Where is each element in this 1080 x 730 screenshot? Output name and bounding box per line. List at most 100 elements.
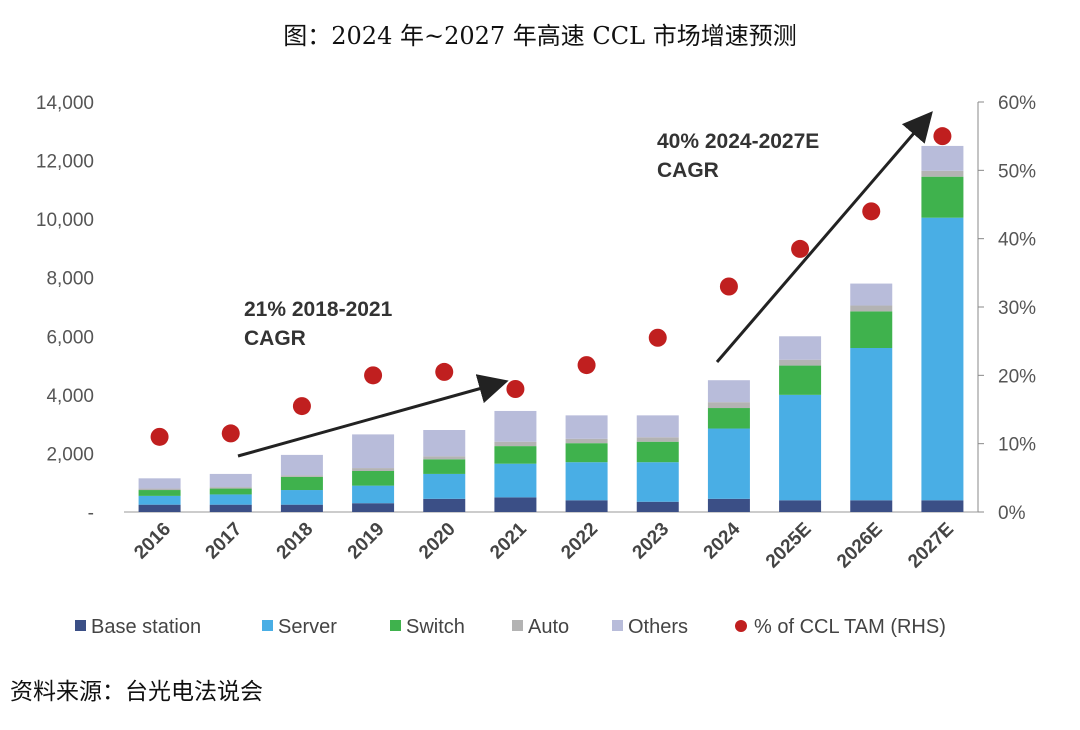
bar-segment-others <box>352 434 395 469</box>
x-axis-tick-label: 2018 <box>273 519 318 564</box>
bar-segment-server <box>707 428 750 499</box>
bar-segment-others <box>850 283 893 306</box>
bar-segment-others <box>494 410 537 442</box>
bar-segment-server <box>921 217 964 501</box>
bar-segment-auto <box>636 437 679 442</box>
bar-segment-switch <box>565 443 608 463</box>
bar-segment-others <box>280 454 323 476</box>
bar-segment-others <box>138 478 181 489</box>
cagr-arrow-2024-2027 <box>715 111 933 363</box>
percentage-dot <box>577 356 596 375</box>
bar-segment-others <box>209 473 252 488</box>
percentage-dot <box>648 328 667 347</box>
x-axis-tick-label: 2027E <box>904 519 958 573</box>
bar-segment-auto <box>352 468 395 471</box>
bar-segment-auto <box>209 487 252 489</box>
left-axis-tick-label: 4,000 <box>46 386 94 407</box>
percentage-dot <box>435 362 454 381</box>
bar-segment-server <box>636 462 679 502</box>
legend-label-others: Others <box>628 616 688 638</box>
bar-segment-others <box>636 415 679 438</box>
percentage-dot <box>933 127 952 146</box>
percentage-dot <box>150 427 169 446</box>
bar-segment-base-station <box>352 503 395 512</box>
legend-label-ccl-tam: % of CCL TAM (RHS) <box>754 616 946 638</box>
legend-swatch-base-station <box>75 620 86 631</box>
x-axis-tick-label: 2021 <box>486 518 531 563</box>
x-axis-tick-label: 2024 <box>700 518 745 563</box>
legend-swatch-server <box>262 620 273 631</box>
right-axis-tick-label: 0% <box>998 503 1026 524</box>
bar-segment-switch <box>423 459 466 474</box>
bar-segment-switch <box>280 476 323 491</box>
percentage-dot <box>719 277 738 296</box>
percentage-dot <box>506 380 525 398</box>
x-axis-tick-label: 2017 <box>202 519 247 564</box>
right-axis-tick-label: 50% <box>998 161 1036 182</box>
bar-segment-server <box>280 490 323 505</box>
bar-segment-switch <box>352 471 395 486</box>
bar-segment-others <box>779 336 822 360</box>
x-axis-tick-label: 2016 <box>130 519 175 564</box>
bar-segment-base-station <box>280 504 323 512</box>
legend-label-base-station: Base station <box>91 616 201 638</box>
bar-segment-auto <box>850 305 893 312</box>
stacked-bar-chart: -2,0004,0006,0008,00010,00012,00014,000 … <box>36 93 1036 638</box>
left-axis-tick-label: 6,000 <box>46 327 94 348</box>
legend-swatch-others <box>612 620 623 631</box>
left-axis-tick-label: 8,000 <box>46 269 94 290</box>
bar-segment-base-station <box>423 498 466 512</box>
bar-segment-switch <box>850 311 893 348</box>
bar-segment-base-station <box>494 497 537 512</box>
bar-group <box>138 145 964 512</box>
left-axis-tick-label: - <box>88 503 94 524</box>
bar-segment-switch <box>138 490 181 496</box>
bar-segment-base-station <box>636 501 679 512</box>
left-axis-tick-label: 12,000 <box>36 152 94 173</box>
bar-segment-others <box>921 145 964 171</box>
x-axis-tick-label: 2020 <box>415 519 460 564</box>
percentage-dot <box>791 239 810 258</box>
x-axis-tick-label: 2019 <box>344 519 389 564</box>
bar-segment-others <box>565 415 608 439</box>
bar-segment-auto <box>423 456 466 460</box>
left-axis-tick-label: 10,000 <box>36 210 94 231</box>
bar-segment-auto <box>280 475 323 477</box>
bar-segment-auto <box>138 488 181 491</box>
right-y-axis: 0% 10% 20% 30% 40% 50% 60% <box>124 93 1036 524</box>
x-axis-tick-label: 2026E <box>833 519 887 573</box>
bar-segment-base-station <box>138 504 181 512</box>
bar-segment-server <box>565 462 608 501</box>
left-axis-tick-label: 2,000 <box>46 444 94 465</box>
bar-segment-switch <box>921 176 964 218</box>
x-axis-tick-label: 2025E <box>762 519 816 573</box>
legend-swatch-auto <box>512 620 523 631</box>
x-axis-labels: 2016 2017 2018 2019 2020 2021 2022 2023 2024 2025… <box>130 518 958 572</box>
chart-title: 图：2024 年~2027 年高速 CCL 市场增速预测 <box>283 22 797 50</box>
right-axis-tick-label: 40% <box>998 230 1036 251</box>
bar-segment-base-station <box>707 498 750 512</box>
left-axis-tick-label: 14,000 <box>36 93 94 114</box>
legend-swatch-ccl-tam <box>735 620 747 632</box>
legend-label-auto: Auto <box>528 616 569 638</box>
bar-segment-base-station <box>565 500 608 512</box>
percentage-dot <box>221 424 240 443</box>
right-axis-tick-label: 10% <box>998 435 1036 456</box>
percentage-dot <box>862 202 881 221</box>
x-axis-tick-label: 2023 <box>629 519 674 564</box>
right-axis-tick-label: 20% <box>998 366 1036 387</box>
source-note: 资料来源：台光电法说会 <box>10 679 263 705</box>
legend-label-server: Server <box>278 616 337 638</box>
annotation-2018-2021-line1: 21% 2018-2021 <box>244 298 393 321</box>
annotation-2018-2021-line2: CAGR <box>244 327 306 350</box>
cagr-arrow-2018-2021 <box>237 374 509 458</box>
left-y-axis: - 2,000 4,000 6,000 8,000 10,000 12,000 14,000 <box>36 93 94 524</box>
bar-segment-server <box>850 348 893 501</box>
bar-segment-auto <box>565 438 608 444</box>
bar-segment-others <box>707 380 750 403</box>
bar-segment-server <box>494 463 537 498</box>
bar-segment-server <box>352 485 395 504</box>
bar-segment-server <box>209 494 252 505</box>
bar-segment-auto <box>921 170 964 177</box>
bar-segment-switch <box>209 488 252 495</box>
